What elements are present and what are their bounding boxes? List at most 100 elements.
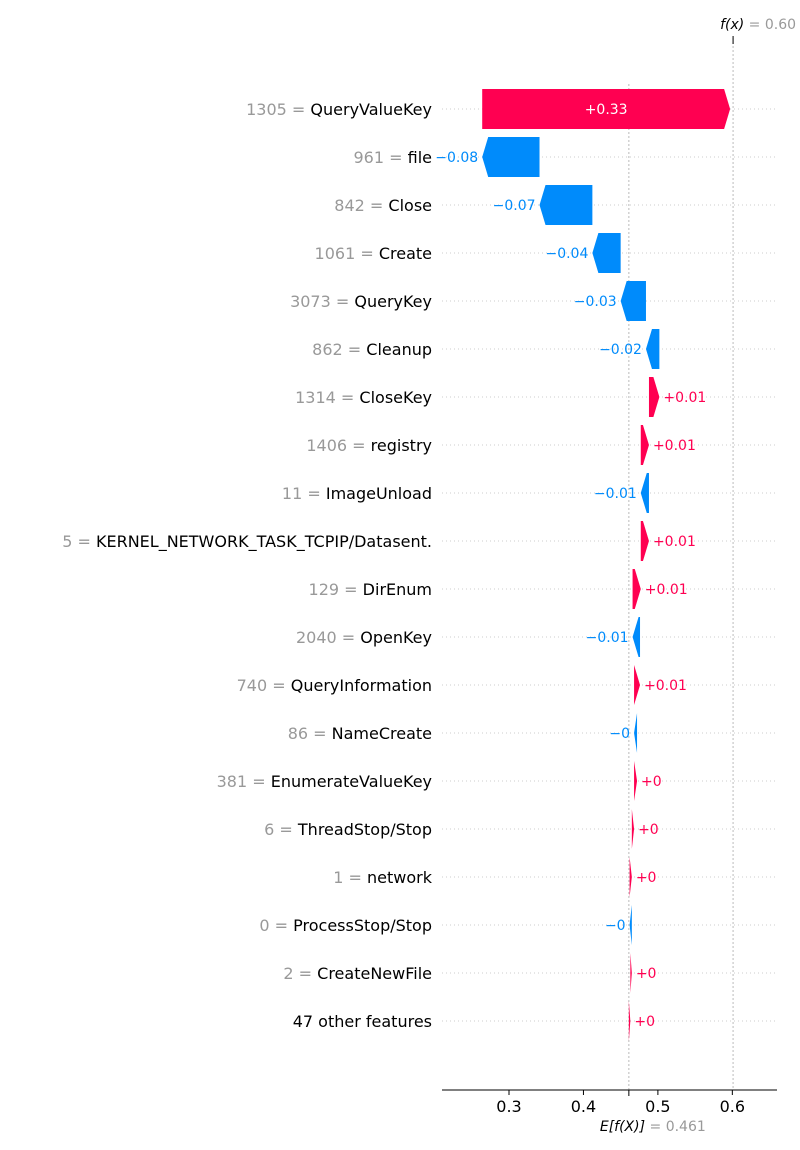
efx-annotation: E[f(X)] = 0.461 bbox=[600, 1119, 706, 1135]
fx-annotation: f(x) = 0.60 bbox=[720, 17, 796, 33]
feature-name: CreateNewFile bbox=[317, 964, 432, 983]
bar-label-15: +0 bbox=[641, 774, 662, 790]
feature-value: 842 = bbox=[334, 196, 388, 215]
bar-label-6: −0.02 bbox=[599, 342, 642, 358]
feature-label-4: 1061 = Create bbox=[315, 244, 432, 263]
feature-label-16: 6 = ThreadStop/Stop bbox=[264, 820, 432, 839]
efx-value: = 0.461 bbox=[645, 1119, 706, 1135]
feature-value: 6 = bbox=[264, 820, 298, 839]
feature-value: 1305 = bbox=[246, 100, 310, 119]
feature-name: NameCreate bbox=[332, 724, 432, 743]
feature-name: ThreadStop/Stop bbox=[297, 820, 432, 839]
x-tick-label-4: 0.6 bbox=[720, 1097, 745, 1116]
feature-value: 862 = bbox=[312, 340, 366, 359]
feature-value: 11 = bbox=[282, 484, 326, 503]
feature-label-11: 129 = DirEnum bbox=[309, 580, 432, 599]
bar-8 bbox=[640, 425, 649, 465]
feature-value: 3073 = bbox=[290, 292, 354, 311]
feature-value: 1 = bbox=[333, 868, 367, 887]
feature-label-19: 2 = CreateNewFile bbox=[283, 964, 432, 983]
bars: +0.33 −0.08 −0.07 −0.04 −0.03 −0.02 +0.01 +0.01… bbox=[435, 89, 731, 1041]
feature-label-13: 740 = QueryInformation bbox=[237, 676, 432, 695]
feature-name: OpenKey bbox=[360, 628, 432, 647]
feature-name: EnumerateValueKey bbox=[271, 772, 432, 791]
feature-name: 47 other features bbox=[293, 1012, 432, 1031]
feature-label-2: 961 = file bbox=[354, 148, 433, 167]
bar-2 bbox=[482, 137, 540, 177]
bar-14 bbox=[634, 713, 638, 753]
feature-value: 2040 = bbox=[296, 628, 360, 647]
feature-name: ImageUnload bbox=[326, 484, 432, 503]
feature-value: 381 = bbox=[217, 772, 271, 791]
feature-value: 129 = bbox=[309, 580, 363, 599]
feature-name: registry bbox=[371, 436, 432, 455]
bar-20 bbox=[628, 1001, 631, 1041]
feature-value: 86 = bbox=[288, 724, 332, 743]
feature-name: file bbox=[408, 148, 432, 167]
feature-value: 1061 = bbox=[315, 244, 379, 263]
bar-label-19: +0 bbox=[636, 966, 657, 982]
bar-label-1: +0.33 bbox=[585, 102, 628, 118]
bar-label-13: +0.01 bbox=[644, 678, 687, 694]
x-tick-label-2: 0.4 bbox=[571, 1097, 596, 1116]
feature-value: 740 = bbox=[237, 676, 291, 695]
feature-label-10: 5 = KERNEL_NETWORK_TASK_TCPIP/Datasent. bbox=[62, 532, 432, 552]
bar-label-14: −0 bbox=[609, 726, 630, 742]
efx-label: E[f(X)] bbox=[600, 1119, 645, 1135]
feature-name: ProcessStop/Stop bbox=[293, 916, 432, 935]
bar-12 bbox=[632, 617, 641, 657]
bar-label-11: +0.01 bbox=[645, 582, 688, 598]
feature-label-3: 842 = Close bbox=[334, 196, 432, 215]
feature-label-6: 862 = Cleanup bbox=[312, 340, 432, 359]
x-tick-label-3: 0.5 bbox=[645, 1097, 670, 1116]
bar-16 bbox=[631, 809, 635, 849]
bar-label-17: +0 bbox=[636, 870, 657, 886]
feature-label-5: 3073 = QueryKey bbox=[290, 292, 432, 311]
bar-7 bbox=[648, 377, 660, 417]
bar-label-10: +0.01 bbox=[653, 534, 696, 550]
feature-labels: 1305 = QueryValueKey 961 = file 842 = Clos… bbox=[62, 100, 433, 1031]
feature-label-20: 47 other features bbox=[293, 1012, 432, 1031]
feature-label-7: 1314 = CloseKey bbox=[295, 388, 432, 407]
feature-label-17: 1 = network bbox=[333, 868, 432, 887]
feature-name: QueryKey bbox=[354, 292, 432, 311]
feature-value: 2 = bbox=[283, 964, 317, 983]
bar-9 bbox=[640, 473, 649, 513]
reference-lines bbox=[628, 36, 734, 1096]
bar-15 bbox=[634, 761, 638, 801]
bar-label-3: −0.07 bbox=[493, 198, 536, 214]
feature-name: Cleanup bbox=[366, 340, 432, 359]
fx-value: = 0.60 bbox=[744, 17, 796, 33]
x-axis: 0.3 0.4 0.5 0.6 bbox=[442, 1089, 777, 1116]
bar-17 bbox=[629, 857, 632, 897]
feature-label-18: 0 = ProcessStop/Stop bbox=[259, 916, 432, 935]
feature-value: 961 = bbox=[354, 148, 408, 167]
feature-value: 5 = bbox=[62, 532, 96, 551]
bar-label-4: −0.04 bbox=[545, 246, 588, 262]
bar-11 bbox=[632, 569, 641, 609]
bar-label-9: −0.01 bbox=[594, 486, 637, 502]
bar-10 bbox=[640, 521, 649, 561]
feature-name: QueryValueKey bbox=[310, 100, 432, 119]
feature-name: KERNEL_NETWORK_TASK_TCPIP/Datasent. bbox=[96, 532, 432, 552]
feature-value: 0 = bbox=[259, 916, 293, 935]
bar-label-2: −0.08 bbox=[435, 150, 478, 166]
feature-name: CloseKey bbox=[359, 388, 432, 407]
bar-label-20: +0 bbox=[634, 1014, 655, 1030]
feature-name: QueryInformation bbox=[291, 676, 432, 695]
bar-label-8: +0.01 bbox=[653, 438, 696, 454]
feature-value: 1406 = bbox=[306, 436, 370, 455]
bar-5 bbox=[620, 281, 646, 321]
bar-label-18: −0 bbox=[605, 918, 626, 934]
bar-label-16: +0 bbox=[638, 822, 659, 838]
bar-6 bbox=[645, 329, 660, 369]
feature-name: DirEnum bbox=[363, 580, 432, 599]
feature-label-14: 86 = NameCreate bbox=[288, 724, 432, 743]
feature-label-15: 381 = EnumerateValueKey bbox=[217, 772, 432, 791]
bar-18 bbox=[629, 905, 632, 945]
bar-19 bbox=[630, 953, 632, 993]
bar-4 bbox=[592, 233, 621, 273]
bar-3 bbox=[539, 185, 593, 225]
feature-name: Close bbox=[388, 196, 432, 215]
